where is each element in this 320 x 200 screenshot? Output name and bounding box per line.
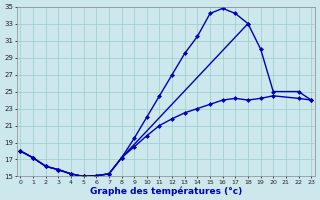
X-axis label: Graphe des températures (°c): Graphe des températures (°c) xyxy=(90,186,242,196)
